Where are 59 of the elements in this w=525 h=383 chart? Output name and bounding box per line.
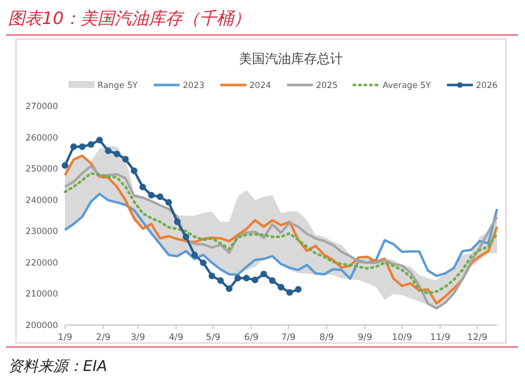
x-tick-label: 2/9 [96,333,111,343]
point [191,252,198,258]
point [200,259,207,266]
point [174,218,181,226]
x-tick-label: 1/9 [58,333,73,343]
y-tick-label: 210000 [26,290,58,300]
chart-title: 图表10：美国汽油库存（千桶） [8,9,251,29]
y-tick-label: 200000 [26,321,58,331]
x-tick-label: 7/9 [281,333,296,343]
legend-label: 2023 [182,81,204,91]
point [78,143,86,150]
y-tick-label: 260000 [26,133,58,144]
y-tick-label: 220000 [26,258,58,268]
x-tick-label: 10/9 [392,333,412,343]
point [165,199,172,206]
legend-label: 2026 [476,81,498,91]
x-tick-label: 4/9 [168,333,184,343]
point [139,184,146,190]
point [260,270,268,278]
x-tick-label: 9/9 [358,333,372,343]
point [278,284,284,290]
line-series [64,192,498,280]
point [217,277,224,284]
point [122,156,129,162]
x-tick-label: 8/9 [319,333,334,343]
point [182,233,190,240]
legend-label: Average 5Y [382,81,432,91]
point [148,192,155,198]
text: 资料来源：EIA [8,357,108,375]
point [294,286,302,293]
point [156,193,164,200]
point [130,167,138,174]
point [252,276,258,284]
line-series [64,172,498,295]
point [243,274,250,282]
point [104,147,112,154]
point [286,289,293,296]
y-tick-label: 250000 [26,164,58,175]
y-tick-label: 230000 [26,227,58,238]
legend-label: 2024 [249,81,272,91]
point [226,285,232,292]
chart-subtitle: 美国汽油库存总计 [239,51,343,67]
point [234,274,242,282]
point [208,272,216,280]
point [62,162,68,169]
point [70,143,77,150]
x-tick-label: 12/9 [467,333,488,343]
point [88,141,94,148]
x-tick-label: 6/9 [244,333,259,343]
x-tick-label: 11/9 [430,333,451,343]
legend-label: Range 5Y [97,81,139,91]
y-tick-label: 240000 [26,196,58,206]
x-tick-label: 5/9 [206,333,221,343]
legend-label: 2025 [316,81,338,91]
point [269,277,276,284]
point [114,150,120,158]
point [96,136,103,144]
x-tick-label: 3/9 [130,333,146,343]
y-tick-label: 270000 [26,102,58,112]
